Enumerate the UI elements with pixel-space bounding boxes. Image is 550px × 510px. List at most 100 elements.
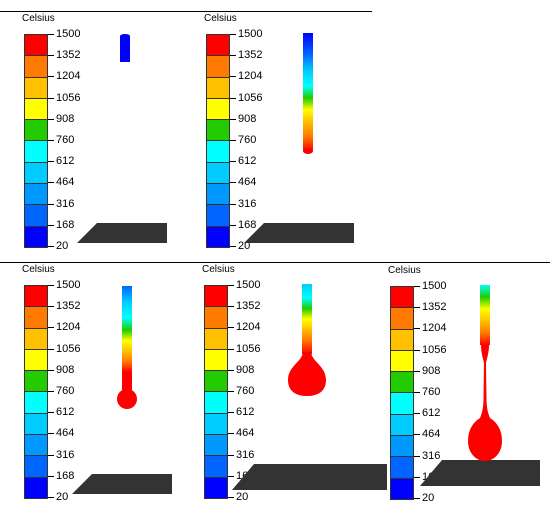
colorbar-band bbox=[207, 56, 229, 78]
colorbar-band bbox=[207, 226, 229, 247]
tick-label: 908 bbox=[47, 363, 75, 376]
tick-label: 760 bbox=[229, 134, 257, 146]
colorbar-band bbox=[205, 307, 227, 329]
colorbar-band bbox=[207, 141, 229, 163]
colorbar-band bbox=[25, 120, 47, 142]
tick-label: 168 bbox=[229, 218, 257, 231]
droplet-growing bbox=[288, 284, 326, 396]
tick-label: 1500 bbox=[229, 28, 263, 40]
tick-label: 464 bbox=[227, 427, 255, 440]
colorbar-band bbox=[205, 435, 227, 457]
colorbar-band bbox=[391, 393, 413, 415]
tick-label: 20 bbox=[47, 240, 69, 252]
colorbar bbox=[206, 34, 230, 248]
unit-label: Celsius bbox=[202, 264, 235, 275]
colorbar-band bbox=[205, 371, 227, 393]
unit-label: Celsius bbox=[22, 264, 55, 275]
heated-wire bbox=[303, 33, 313, 154]
colorbar-band bbox=[25, 413, 47, 436]
colorbar-band bbox=[391, 329, 413, 351]
colorbar-band bbox=[25, 184, 47, 206]
colorbar-band bbox=[391, 414, 413, 437]
colorbar-band bbox=[25, 226, 47, 247]
tick-label: 1056 bbox=[47, 91, 81, 104]
substrate-plate bbox=[244, 223, 354, 243]
wire-tip bbox=[120, 34, 130, 62]
tick-label: 464 bbox=[47, 427, 75, 440]
droplet-forming bbox=[117, 286, 137, 409]
colorbar bbox=[24, 285, 48, 499]
tick-label: 1056 bbox=[229, 91, 263, 104]
tick-label: 464 bbox=[229, 176, 257, 189]
tick-label: 1204 bbox=[227, 321, 261, 334]
tick-label: 1352 bbox=[227, 300, 261, 313]
colorbar-band bbox=[391, 436, 413, 458]
panel-3: Celsius 1500 1352 1204 1056 908 760 612 464 316 1… bbox=[22, 264, 202, 509]
colorbar bbox=[390, 286, 414, 500]
colorbar bbox=[24, 34, 48, 248]
colorbar-band bbox=[25, 392, 47, 414]
substrate-plate bbox=[232, 464, 387, 490]
colorbar-band bbox=[25, 77, 47, 99]
tick-label: 908 bbox=[47, 112, 75, 125]
panel-1: Celsius 1500 1352 1204 1056 908 760 612 464 316 1… bbox=[22, 13, 202, 258]
tick-label: 1204 bbox=[47, 321, 81, 334]
tick-label: 1056 bbox=[47, 342, 81, 355]
tick-label: 316 bbox=[47, 448, 75, 461]
colorbar-band bbox=[205, 286, 227, 308]
colorbar-band bbox=[205, 349, 227, 372]
tick-label: 1204 bbox=[47, 70, 81, 83]
tick-label: 1500 bbox=[47, 279, 81, 291]
tick-label: 316 bbox=[47, 197, 75, 210]
tick-label: 612 bbox=[413, 407, 441, 420]
tick-label: 1056 bbox=[227, 342, 261, 355]
tick-label: 1056 bbox=[413, 343, 447, 356]
colorbar-band bbox=[25, 456, 47, 478]
colorbar-band bbox=[207, 162, 229, 185]
colorbar-band bbox=[391, 478, 413, 499]
tick-label: 1352 bbox=[229, 49, 263, 62]
tick-label: 1352 bbox=[413, 301, 447, 314]
tick-label: 316 bbox=[227, 448, 255, 461]
colorbar-band bbox=[205, 477, 227, 498]
colorbar-band bbox=[25, 328, 47, 350]
tick-label: 20 bbox=[413, 492, 435, 504]
substrate-plate bbox=[77, 223, 167, 243]
tick-label: 908 bbox=[413, 364, 441, 377]
colorbar-band bbox=[205, 456, 227, 478]
tick-label: 1204 bbox=[229, 70, 263, 83]
tick-label: 612 bbox=[229, 155, 257, 168]
colorbar-band bbox=[207, 35, 229, 57]
substrate-plate bbox=[420, 460, 540, 486]
tick-label: 464 bbox=[47, 176, 75, 189]
tick-label: 1500 bbox=[227, 279, 261, 291]
colorbar-band bbox=[205, 413, 227, 436]
tick-label: 1500 bbox=[47, 28, 81, 40]
tick-label: 316 bbox=[413, 449, 441, 462]
top-divider bbox=[0, 11, 372, 12]
colorbar-band bbox=[25, 349, 47, 372]
colorbar-band bbox=[25, 141, 47, 163]
middle-divider bbox=[0, 262, 550, 263]
colorbar-band bbox=[207, 205, 229, 227]
colorbar-band bbox=[391, 350, 413, 373]
tick-label: 1352 bbox=[47, 49, 81, 62]
droplet-detaching bbox=[468, 285, 502, 461]
tick-label: 168 bbox=[47, 469, 75, 482]
colorbar-band bbox=[391, 457, 413, 479]
tick-label: 760 bbox=[47, 134, 75, 146]
tick-label: 612 bbox=[47, 155, 75, 168]
tick-label: 1500 bbox=[413, 280, 447, 292]
colorbar-band bbox=[391, 287, 413, 309]
colorbar-band bbox=[25, 35, 47, 57]
tick-label: 908 bbox=[229, 112, 257, 125]
colorbar-band bbox=[25, 477, 47, 498]
tick-label: 168 bbox=[47, 218, 75, 231]
colorbar-band bbox=[25, 286, 47, 308]
tick-label: 760 bbox=[413, 386, 441, 398]
colorbar-band bbox=[25, 98, 47, 121]
colorbar-band bbox=[25, 371, 47, 393]
colorbar-band bbox=[205, 328, 227, 350]
colorbar-band bbox=[207, 77, 229, 99]
